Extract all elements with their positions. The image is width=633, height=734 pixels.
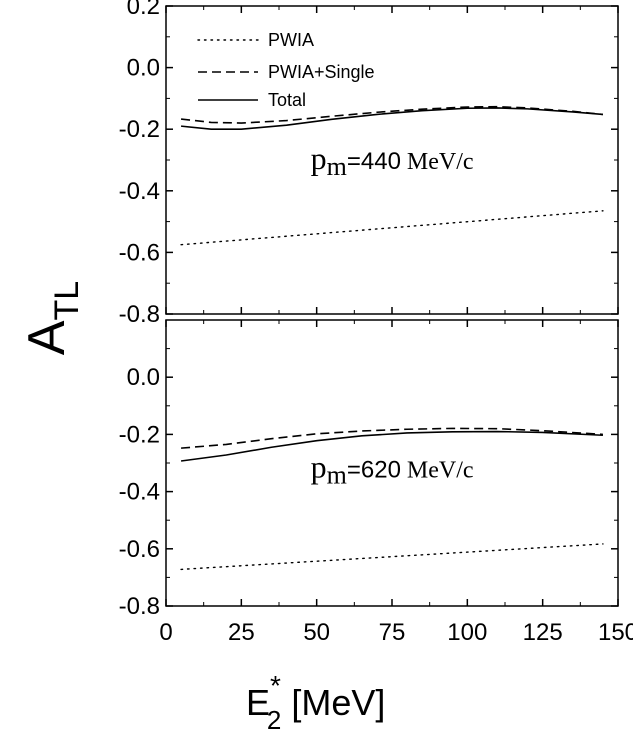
- series-line-pwia-single: [180, 105, 604, 124]
- annotation-value: =440: [347, 148, 401, 175]
- x-tick-label: 100: [447, 619, 487, 646]
- annotation-sub: m: [327, 152, 347, 181]
- y-tick-label: -0.4: [119, 479, 160, 506]
- x-tick-label: 75: [379, 619, 406, 646]
- y-tick-label: 0.2: [127, 0, 160, 20]
- y-tick-label: -0.6: [119, 536, 160, 563]
- x-tick-label: 150: [598, 619, 633, 646]
- y-tick-label: -0.8: [119, 593, 160, 620]
- y-tick-label: -0.6: [119, 239, 160, 266]
- x-axis-ticks: 0 25 50 75 100 125 150: [159, 619, 633, 646]
- x-axis-title-sub: 2: [267, 705, 281, 734]
- x-axis-title: E* 2 [MeV]: [246, 670, 385, 734]
- x-tick-label: 25: [228, 619, 255, 646]
- annotation-unit: MeV/c: [407, 457, 474, 483]
- panel-bottom: 0.0 -0.2 -0.4 -0.6 -0.8 pm=620 MeV/c: [119, 319, 619, 620]
- y-axis-title-sub: TL: [48, 281, 86, 321]
- series-line-total: [180, 107, 603, 130]
- y-tick-label: -0.4: [119, 178, 160, 205]
- annotation-value: =620: [347, 456, 401, 483]
- annotation-unit: MeV/c: [407, 149, 474, 175]
- momentum-annotation: pm=440 MeV/c: [311, 140, 474, 181]
- y-axis-title: ATL: [18, 281, 86, 355]
- x-axis-title-unit: [MeV]: [281, 682, 385, 723]
- y-tick-label: 0.0: [127, 364, 160, 391]
- x-axis-title-base: E: [246, 682, 270, 723]
- annotation-sub: m: [327, 460, 347, 489]
- momentum-annotation: pm=620 MeV/c: [311, 448, 474, 489]
- legend-entry: PWIA: [268, 30, 314, 50]
- y-axis-title-base: A: [18, 320, 76, 355]
- legend-entry: PWIA+Single: [268, 62, 375, 82]
- annotation-prefix: p: [311, 140, 327, 176]
- annotation-prefix: p: [311, 448, 327, 484]
- panel-top: 0.2 0.0 -0.2 -0.4 -0.6 -0.8 pm=440 MeV/c PWIA PWI…: [119, 0, 619, 328]
- y-tick-label: 0.0: [127, 55, 160, 82]
- y-tick-label: -0.2: [119, 421, 160, 448]
- y-tick-label: -0.8: [119, 301, 160, 328]
- x-tick-label: 50: [303, 619, 330, 646]
- series-line-pwia-single: [181, 427, 603, 449]
- y-tick-label: -0.2: [119, 116, 160, 143]
- series-line-pwia: [180, 210, 604, 246]
- x-tick-label: 125: [523, 619, 563, 646]
- x-axis-title-sup: *: [270, 670, 281, 701]
- series-line-pwia: [180, 543, 604, 571]
- x-tick-label: 0: [159, 619, 172, 646]
- legend-entry: Total: [268, 90, 306, 110]
- series-line-total: [180, 430, 603, 462]
